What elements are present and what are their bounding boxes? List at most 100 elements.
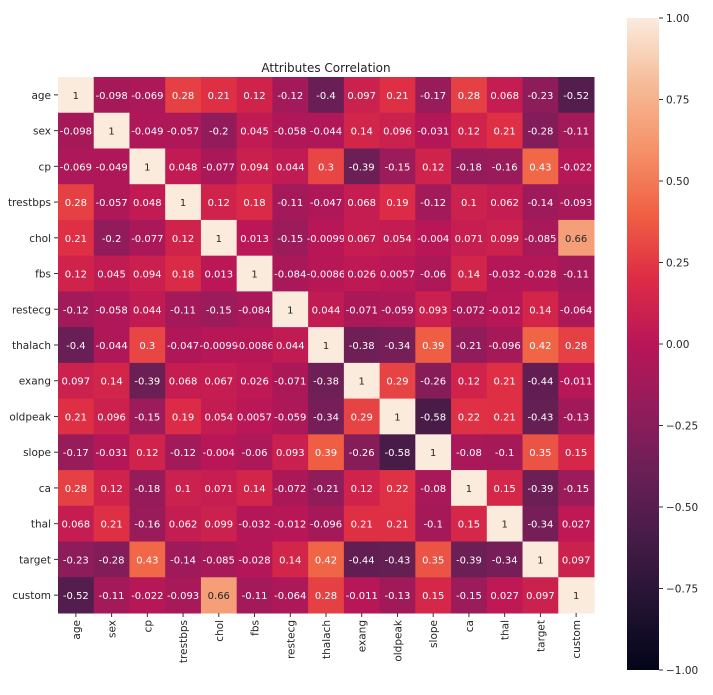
cell-label: 0.21: [208, 91, 230, 102]
cell-label: 0.068: [490, 91, 519, 102]
heatmap-cell: [93, 255, 130, 292]
cell-label: -0.049: [131, 127, 163, 138]
cell-label: -0.032: [238, 520, 270, 531]
cell-label: 1: [251, 270, 257, 281]
cell-label: 0.21: [351, 520, 373, 531]
cell-label: -0.085: [524, 234, 556, 245]
cell-label: 0.0057: [380, 270, 415, 281]
heatmap-cell: [58, 541, 95, 578]
cell-label: 1: [108, 127, 114, 138]
heatmap-cell: [129, 327, 166, 364]
heatmap-cell: [58, 112, 95, 149]
heatmap-cell: [486, 362, 524, 400]
heatmap-cell: [486, 541, 524, 578]
cell-label: 0.096: [383, 127, 412, 138]
cell-label: 0.14: [279, 555, 301, 566]
heatmap-cell: [200, 291, 238, 328]
cell-label: 0.054: [383, 234, 412, 245]
heatmap-cell: [558, 577, 595, 614]
heatmap-cell: [272, 219, 309, 257]
cell-label: -0.012: [489, 305, 521, 316]
heatmap-cell: [165, 255, 202, 292]
heatmap-cell: [415, 291, 452, 328]
cell-label: -0.39: [456, 555, 482, 566]
heatmap-cell: [200, 112, 238, 149]
heatmap-cell: [451, 148, 488, 185]
y-tick-label: thalach: [12, 340, 51, 352]
heatmap-cell: [272, 470, 309, 507]
heatmap-cell: [486, 77, 524, 114]
cell-label: -0.098: [95, 91, 127, 102]
column-labels: age sex cp trestbps chol fbs restecg thalach exa…: [71, 613, 583, 663]
cell-label: -0.071: [346, 305, 378, 316]
heatmap-cell: [415, 434, 452, 471]
heatmap-cell: [486, 148, 524, 185]
cell-label: -0.39: [527, 484, 553, 495]
heatmap-cell: [165, 398, 202, 435]
heatmap-cell: [165, 505, 202, 543]
cell-label: -0.28: [99, 555, 125, 566]
heatmap-cell: [236, 148, 273, 185]
colorbar-tick-label: −0.25: [666, 421, 698, 433]
heatmap-cell: [379, 398, 416, 435]
cell-label: -0.08: [456, 448, 482, 459]
heatmap-cell: [236, 184, 273, 221]
cell-label: 0.1: [175, 484, 191, 495]
cell-label: 0.42: [315, 555, 337, 566]
heatmap-cell: [486, 184, 524, 221]
cell-label: 0.044: [312, 305, 341, 316]
heatmap-cell: [343, 184, 381, 221]
cell-label: 0.21: [65, 412, 87, 423]
cell-label: -0.15: [134, 412, 160, 423]
cell-label: -0.23: [527, 91, 553, 102]
cell-label: -0.072: [274, 484, 306, 495]
cell-label: 0.026: [240, 377, 269, 388]
heatmap-cell: [343, 362, 381, 400]
cell-label: 0.12: [136, 448, 158, 459]
x-tick-label: slope: [428, 620, 440, 648]
heatmap-cell: [379, 505, 416, 543]
heatmap-cell: [165, 77, 202, 114]
heatmap-cell: [379, 327, 416, 364]
heatmap-cell: [58, 398, 95, 435]
cell-label: 1: [466, 484, 472, 495]
cell-label: 0.21: [100, 520, 122, 531]
heatmap-cell: [486, 434, 524, 471]
cell-label: -0.12: [63, 305, 89, 316]
heatmap-cell: [200, 219, 238, 257]
heatmap-cell: [379, 541, 416, 578]
heatmap-cell: [522, 505, 559, 543]
cell-label: -0.057: [167, 127, 199, 138]
heatmap-cell: [486, 505, 524, 543]
heatmap-cell: [236, 398, 273, 435]
heatmap-cell: [129, 219, 166, 257]
y-tick-label: fbs: [35, 269, 51, 281]
cell-label: 0.067: [347, 234, 376, 245]
cell-label: 0.12: [243, 91, 265, 102]
cell-label: 0.28: [565, 341, 587, 352]
heatmap-cell: [486, 577, 524, 614]
cell-label: 0.15: [458, 520, 480, 531]
cell-label: -0.52: [63, 591, 89, 602]
heatmap-cell: [272, 148, 309, 185]
cell-label: 0.21: [494, 412, 516, 423]
heatmap-cell: [379, 112, 416, 149]
heatmap-cell: [272, 505, 309, 543]
heatmap-cell: [93, 77, 130, 114]
heatmap-cell: [272, 77, 309, 114]
heatmap-cell: [129, 77, 166, 114]
cell-label: -0.18: [134, 484, 160, 495]
cell-label: 1: [216, 234, 222, 245]
y-tick-label: slope: [23, 447, 51, 459]
heatmap-cell: [558, 362, 595, 400]
heatmap-cell: [451, 219, 488, 257]
heatmap-cell: [343, 291, 381, 328]
cell-label: 0.21: [386, 91, 408, 102]
heatmap-cell: [486, 327, 524, 364]
heatmap-cell: [308, 112, 345, 149]
heatmap-cell: [415, 541, 452, 578]
cell-label: 0.026: [347, 270, 376, 281]
cell-label: 0.28: [458, 91, 480, 102]
cell-label: 0.66: [208, 591, 230, 602]
heatmap-cell: [58, 434, 95, 471]
